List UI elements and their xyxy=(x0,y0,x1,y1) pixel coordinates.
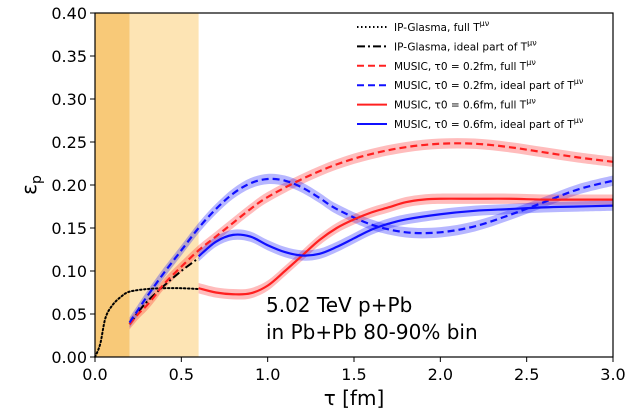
series-line-1 xyxy=(94,287,200,358)
x-tick-label: 0.5 xyxy=(169,365,194,384)
y-tick-label: 0.20 xyxy=(51,176,87,195)
series-line-6 xyxy=(197,204,614,258)
x-tick-label: 1.5 xyxy=(341,365,366,384)
legend-label-text: MUSIC, τ0 = 0.6fm, ideal part of T xyxy=(394,119,574,131)
y-tick-label: 0.10 xyxy=(51,262,87,281)
legend-label-6: MUSIC, τ0 = 0.6fm, ideal part of Tμν xyxy=(394,116,584,131)
legend-label-1: IP-Glasma, full Tμν xyxy=(394,19,490,34)
legend-label-text: MUSIC, τ0 = 0.2fm, ideal part of T xyxy=(394,80,574,92)
x-tick-label: 3.0 xyxy=(600,365,625,384)
x-tick-label: 0.0 xyxy=(82,365,107,384)
legend-label-4: MUSIC, τ0 = 0.2fm, ideal part of Tμν xyxy=(394,77,584,92)
y-axis-ticks: 0.00 0.05 0.10 0.15 0.20 0.25 0.30 0.35 0.40 xyxy=(51,4,95,367)
y-axis-label-sub: p xyxy=(29,175,45,184)
series-band-5 xyxy=(198,193,613,300)
series-band-3 xyxy=(129,138,613,330)
legend-label-text: MUSIC, τ0 = 0.6fm, full T xyxy=(394,100,527,112)
annotation-line-2: in Pb+Pb 80-90% bin xyxy=(266,320,478,344)
legend-label-3: MUSIC, τ0 = 0.2fm, full Tμν xyxy=(394,58,536,73)
annotation-line-1: 5.02 TeV p+Pb xyxy=(266,293,412,317)
y-tick-label: 0.05 xyxy=(51,305,87,324)
legend-label-sup: μν xyxy=(480,19,490,28)
shaded-regions xyxy=(95,13,199,357)
shaded-region-1 xyxy=(95,13,130,357)
x-axis-label: τ [fm] xyxy=(324,386,385,410)
series-lines xyxy=(94,142,614,358)
legend-label-text: IP-Glasma, full T xyxy=(394,22,480,34)
y-tick-label: 0.00 xyxy=(51,348,87,367)
x-axis-ticks: 0.0 0.5 1.0 1.5 2.0 2.5 3.0 xyxy=(82,357,626,384)
series-line-4 xyxy=(128,177,614,324)
legend-label-sup: μν xyxy=(574,77,584,86)
legend-label-sup: μν xyxy=(526,58,536,67)
y-tick-label: 0.30 xyxy=(51,90,87,109)
x-tick-label: 2.5 xyxy=(514,365,539,384)
shaded-region-2 xyxy=(129,13,199,357)
x-tick-label: 1.0 xyxy=(255,365,280,384)
y-axis-label-main: ε xyxy=(17,184,41,195)
y-tick-label: 0.40 xyxy=(51,4,87,23)
series-band-4 xyxy=(129,173,613,328)
series-line-5 xyxy=(198,197,613,296)
legend-label-sup: μν xyxy=(574,116,584,125)
legend-label-5: MUSIC, τ0 = 0.6fm, full Tμν xyxy=(394,97,536,112)
y-axis-label: εp xyxy=(17,175,45,195)
legend-label-sup: μν xyxy=(526,97,536,106)
legend-label-sup: μν xyxy=(527,38,537,47)
y-tick-label: 0.15 xyxy=(51,219,87,238)
x-tick-label: 2.0 xyxy=(428,365,453,384)
legend-label-2: IP-Glasma, ideal part of Tμν xyxy=(394,38,537,53)
legend-label-text: IP-Glasma, ideal part of T xyxy=(394,41,528,53)
y-tick-label: 0.35 xyxy=(51,47,87,66)
series-line-3 xyxy=(128,142,614,326)
y-tick-label: 0.25 xyxy=(51,133,87,152)
legend-label-text: MUSIC, τ0 = 0.2fm, full T xyxy=(394,61,527,73)
